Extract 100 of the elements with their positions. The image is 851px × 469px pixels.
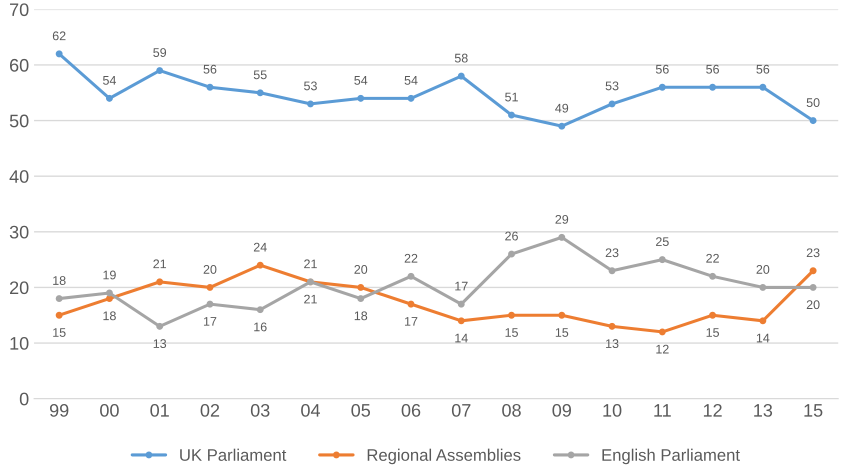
y-tick-label: 40 — [10, 170, 28, 183]
data-label: 20 — [204, 264, 216, 274]
point — [558, 234, 566, 241]
data-label: 17 — [405, 317, 418, 326]
x-tick-label: 02 — [200, 404, 220, 417]
data-label: 54 — [102, 76, 116, 85]
data-label: 26 — [505, 232, 518, 240]
data-label: 56 — [756, 64, 770, 74]
data-label: 49 — [555, 104, 568, 113]
data-label: 24 — [254, 242, 267, 252]
x-tick-label: 07 — [452, 404, 470, 417]
point — [357, 295, 364, 302]
data-label: 17 — [455, 282, 468, 290]
point — [106, 94, 113, 102]
y-tick-label: 10 — [10, 336, 28, 350]
point — [508, 112, 516, 119]
data-label: 18 — [354, 311, 368, 320]
y-tick-label: 0 — [20, 392, 28, 406]
data-label: 15 — [506, 328, 518, 337]
data-label: 56 — [656, 64, 669, 74]
data-label: 51 — [505, 92, 518, 102]
data-label: 12 — [656, 344, 669, 354]
data-label: 20 — [354, 264, 368, 274]
data-label: 25 — [656, 237, 669, 246]
point — [408, 300, 414, 308]
x-tick-label: 04 — [301, 404, 320, 417]
point — [810, 267, 817, 274]
point — [658, 328, 666, 336]
legend-label: Regional Assemblies — [368, 448, 520, 464]
x-tick-label: 03 — [250, 404, 270, 417]
point — [256, 262, 264, 269]
x-tick-label: 08 — [502, 404, 521, 417]
data-label: 14 — [756, 334, 770, 342]
x-tick-label: 99 — [50, 404, 68, 417]
x-tick-label: 05 — [351, 404, 370, 417]
x-tick-label: 15 — [804, 404, 822, 417]
y-tick-label: 30 — [10, 226, 28, 239]
point — [608, 267, 616, 274]
data-label: 56 — [706, 64, 719, 74]
y-tick-label: 20 — [10, 281, 28, 294]
x-tick-label: 00 — [100, 404, 119, 417]
point — [709, 84, 716, 91]
x-tick-label: 13 — [754, 404, 772, 417]
data-label: 56 — [204, 64, 216, 74]
point — [658, 84, 666, 91]
point — [759, 284, 766, 291]
data-label: 58 — [454, 54, 468, 63]
x-tick-label: 06 — [402, 404, 420, 417]
data-label: 53 — [606, 81, 618, 90]
point — [759, 317, 766, 324]
point — [810, 284, 817, 291]
y-tick-label: 60 — [10, 58, 28, 72]
data-label: 23 — [806, 248, 820, 258]
data-label: 15 — [53, 328, 66, 337]
point — [810, 117, 817, 124]
data-label: 22 — [706, 254, 719, 263]
data-label: 21 — [153, 259, 166, 268]
x-tick-label: 01 — [150, 404, 169, 417]
data-label: 23 — [606, 248, 618, 258]
data-label: 18 — [103, 311, 116, 320]
point — [408, 94, 414, 102]
point — [206, 84, 214, 91]
data-label: 21 — [304, 294, 317, 304]
data-label: 13 — [154, 339, 166, 348]
point — [759, 84, 766, 91]
point — [206, 300, 214, 308]
point — [156, 322, 164, 330]
data-label: 59 — [153, 48, 166, 57]
point — [508, 250, 516, 258]
point — [106, 290, 113, 296]
point — [458, 300, 465, 308]
data-label: 15 — [556, 328, 568, 337]
point — [458, 317, 465, 324]
point — [508, 312, 516, 319]
point — [256, 306, 264, 314]
point — [307, 100, 314, 108]
x-tick-label: 09 — [552, 404, 571, 417]
data-label: 17 — [204, 317, 216, 326]
y-tick-label: 70 — [10, 3, 28, 16]
point — [357, 94, 364, 102]
point — [408, 272, 414, 280]
point — [357, 284, 364, 291]
point — [256, 89, 264, 96]
data-label: 18 — [53, 276, 66, 285]
point — [56, 50, 63, 58]
data-label: 14 — [455, 334, 468, 342]
data-label: 20 — [806, 300, 820, 310]
data-label: 29 — [555, 214, 568, 224]
data-label: 54 — [404, 76, 418, 85]
point — [106, 295, 113, 302]
point — [206, 284, 214, 291]
data-label: 15 — [706, 328, 720, 337]
point — [658, 256, 666, 264]
data-label: 54 — [354, 76, 368, 85]
data-label: 55 — [254, 70, 267, 80]
point — [458, 72, 465, 80]
x-tick-label: 10 — [603, 404, 622, 417]
point — [156, 67, 164, 74]
data-label: 13 — [606, 339, 618, 348]
point — [558, 122, 566, 130]
